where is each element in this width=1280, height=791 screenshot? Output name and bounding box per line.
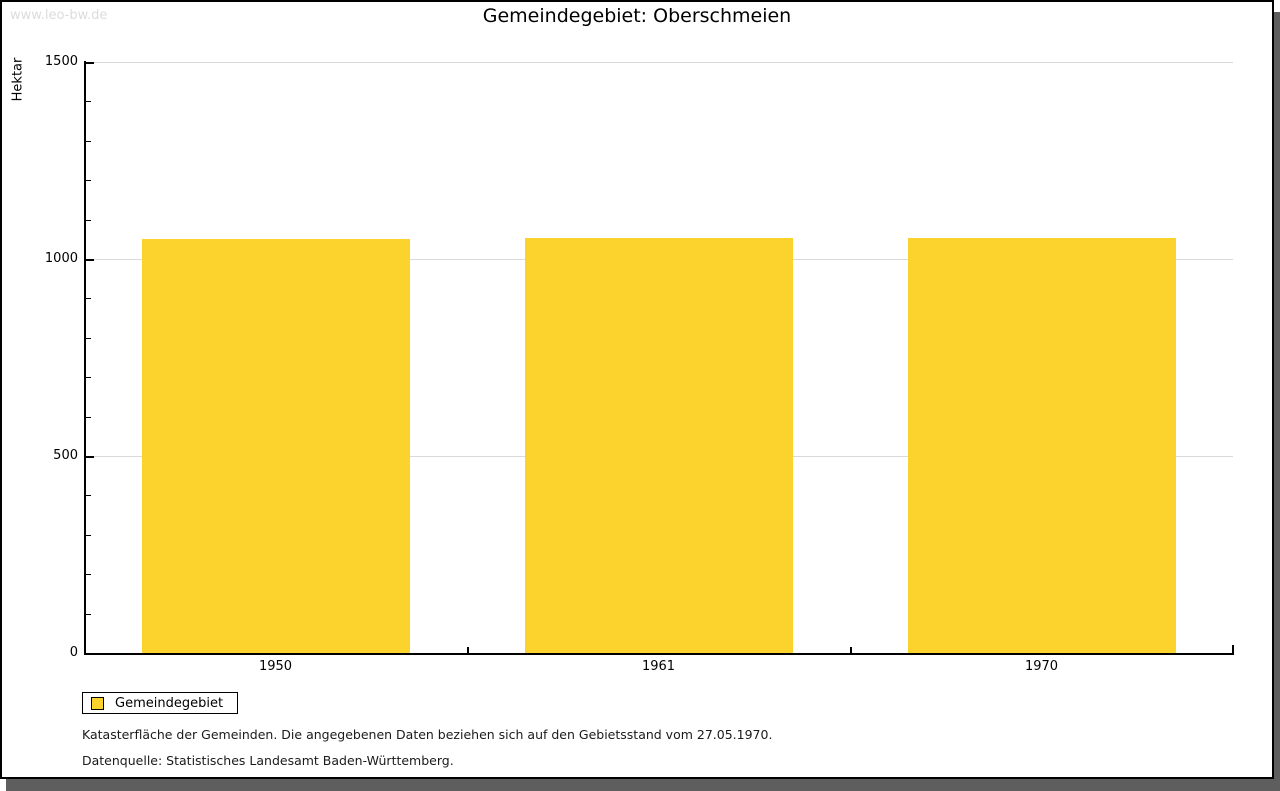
chart-title: Gemeindegebiet: Oberschmeien [482,5,792,27]
y-tick-major-1500 [86,62,94,64]
bar-1970 [907,238,1176,653]
x-tick-label-1961: 1961 [641,659,676,674]
x-axis-end-tick [1232,645,1234,653]
y-tick-label-0: 0 [69,645,78,660]
bar-1950 [141,239,410,653]
x-tick-label-1950: 1950 [258,659,293,674]
x-tick-boundary-1 [467,647,469,653]
y-tick-minor-800 [86,337,91,339]
x-axis-line [84,653,1234,655]
y-tick-minor-1300 [86,140,91,142]
x-tick-boundary-2 [850,647,852,653]
legend-swatch-gemeindegebiet [91,696,104,710]
y-tick-minor-1100 [86,219,91,221]
footnote-source-note: Katasterfläche der Gemeinden. Die angege… [82,727,773,742]
y-tick-major-500 [86,456,94,458]
footnote-data-source: Datenquelle: Statistisches Landesamt Bad… [82,753,454,768]
y-tick-major-1000 [86,259,94,261]
y-tick-minor-100 [86,613,91,615]
y-axis-line [84,61,86,655]
legend-label: Gemeindegebiet [115,695,224,711]
y-tick-minor-400 [86,495,91,497]
y-tick-label-500: 500 [53,448,78,463]
y-tick-minor-200 [86,574,91,576]
y-tick-minor-300 [86,534,91,536]
y-tick-minor-700 [86,377,91,379]
y-tick-minor-1200 [86,180,91,182]
x-tick-label-1970: 1970 [1024,659,1059,674]
legend: Gemeindegebiet [82,692,239,714]
bar-1961 [524,238,793,653]
y-tick-minor-1400 [86,101,91,103]
y-tick-label-1500: 1500 [44,54,78,69]
watermark-text: www.leo-bw.de [10,8,108,23]
y-tick-minor-600 [86,416,91,418]
y-tick-major-0 [86,653,94,655]
y-tick-minor-900 [86,298,91,300]
y-tick-label-1000: 1000 [44,251,78,266]
gridline-1500 [86,62,1233,63]
